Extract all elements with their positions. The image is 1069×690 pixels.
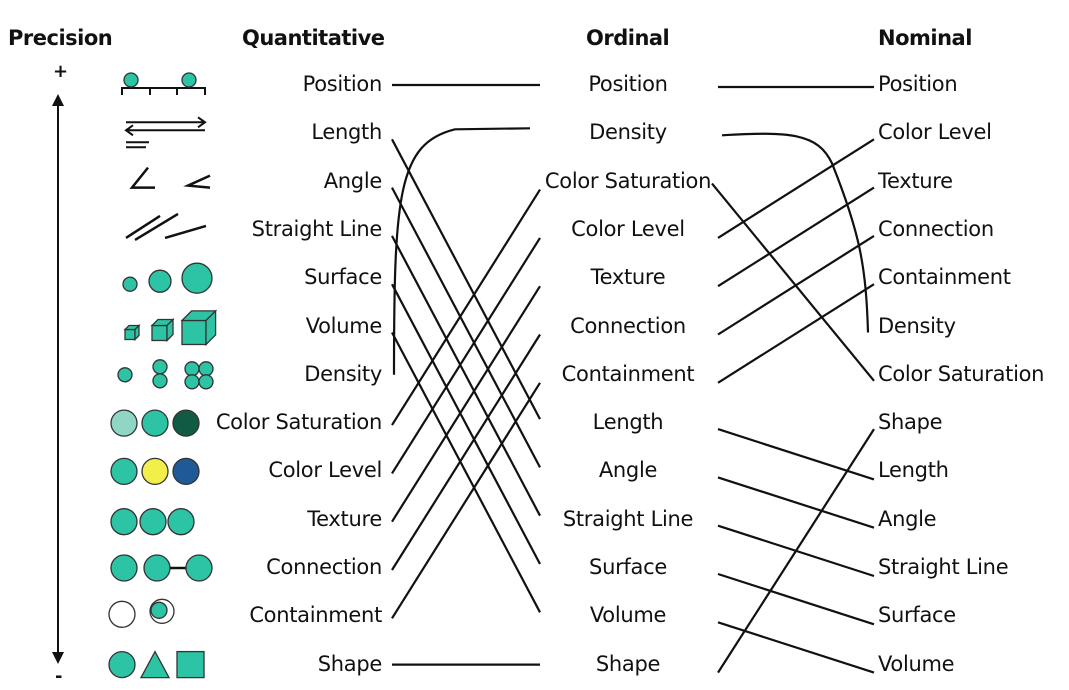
- nominal-label-volume: Volume: [878, 651, 955, 676]
- precision-plus-mark: +: [53, 61, 69, 82]
- link-o-n-texture: [717, 186, 875, 288]
- ordinal-label-color-level: Color Level: [571, 216, 685, 241]
- quantitative-label-containment: Containment: [249, 603, 382, 628]
- axis-arrow-down-icon: [52, 652, 64, 664]
- quantitative-label-volume: Volume: [305, 313, 383, 338]
- length-icon: [124, 116, 207, 149]
- nominal-label-angle: Angle: [878, 506, 937, 531]
- nominal-label-containment: Containment: [878, 265, 1011, 290]
- axis-arrow-up-icon: [52, 94, 64, 106]
- link-q-o-volume: [391, 331, 541, 613]
- link-o-n-color-saturation: [711, 182, 875, 382]
- link-q-o-color-saturation: [391, 189, 541, 426]
- quantitative-label-density: Density: [304, 361, 382, 386]
- nominal-label-connection: Connection: [878, 216, 994, 241]
- position-icon: [121, 72, 206, 95]
- angle-icon: [129, 166, 211, 189]
- ordinal-label-containment: Containment: [561, 361, 695, 386]
- link-o-n-surface: [717, 572, 875, 626]
- precision-header: Precision: [8, 26, 113, 50]
- ordinal-label-surface: Surface: [589, 555, 667, 579]
- surface-icon: [122, 262, 213, 294]
- nominal-label-color-level: Color Level: [878, 120, 992, 145]
- quantitative-label-shape: Shape: [317, 651, 383, 676]
- ordinal-label-density: Density: [589, 120, 667, 145]
- nominal-label-length: Length: [878, 458, 949, 483]
- color-saturation-icon: [110, 409, 200, 437]
- nominal-label-surface: Surface: [878, 603, 956, 628]
- ordinal-label-straight-line: Straight Line: [562, 506, 694, 531]
- texture-icon: [110, 508, 195, 536]
- nominal-label-texture: Texture: [878, 168, 953, 193]
- precision-minus-mark: -: [55, 666, 63, 687]
- link-o-n-color-level: [717, 138, 875, 239]
- link-q-o-containment: [391, 382, 541, 619]
- quantitative-label-color-level: Color Level: [268, 458, 382, 483]
- ordinal-label-length: Length: [592, 410, 664, 435]
- nominal-label-color-saturation: Color Saturation: [878, 361, 1045, 386]
- nominal-label-shape: Shape: [878, 410, 943, 435]
- connection-icon: [110, 554, 213, 582]
- ordinal-label-color-saturation: Color Saturation: [544, 168, 712, 193]
- nominal-label-straight-line: Straight Line: [878, 555, 1009, 579]
- shape-icon: [108, 650, 205, 679]
- color-level-icon: [110, 457, 200, 486]
- nominal-label-position: Position: [878, 72, 958, 96]
- link-q-o-connection: [391, 333, 541, 571]
- quantitative-label-length: Length: [311, 120, 382, 145]
- link-o-n-angle: [717, 476, 875, 529]
- quantitative-label-color-saturation: Color Saturation: [215, 410, 382, 435]
- quantitative-label-connection: Connection: [266, 555, 382, 579]
- density-icon: [117, 359, 214, 390]
- nominal-header: Nominal: [878, 26, 972, 50]
- link-q-o-texture: [391, 285, 541, 523]
- link-o-n-containment: [717, 283, 875, 384]
- ordinal-label-angle: Angle: [598, 458, 658, 483]
- quantitative-header: Quantitative: [242, 26, 385, 50]
- link-q-o-straight-line: [391, 235, 541, 517]
- ordinal-label-shape: Shape: [595, 651, 661, 676]
- straight-line-icon: [125, 212, 207, 241]
- quantitative-label-surface: Surface: [304, 265, 382, 290]
- link-o-n-connection: [717, 234, 875, 336]
- volume-icon: [123, 309, 218, 347]
- link-o-n-shape: [717, 428, 875, 674]
- quantitative-label-texture: Texture: [307, 506, 382, 531]
- link-o-n-density: [721, 132, 870, 333]
- quantitative-label-angle: Angle: [323, 168, 383, 193]
- ordinal-label-position: Position: [588, 72, 668, 96]
- containment-icon: [108, 598, 175, 628]
- ordinal-label-connection: Connection: [570, 313, 686, 338]
- link-q-o-color-level: [391, 237, 541, 474]
- quantitative-label-position: Position: [302, 72, 383, 96]
- nominal-label-density: Density: [878, 313, 956, 338]
- ordinal-label-volume: Volume: [589, 603, 667, 628]
- ordinal-header: Ordinal: [586, 26, 670, 50]
- quantitative-label-straight-line: Straight Line: [251, 216, 383, 241]
- ordinal-label-texture: Texture: [590, 265, 666, 290]
- link-q-o-surface: [391, 283, 541, 565]
- link-q-o-density: [392, 127, 531, 375]
